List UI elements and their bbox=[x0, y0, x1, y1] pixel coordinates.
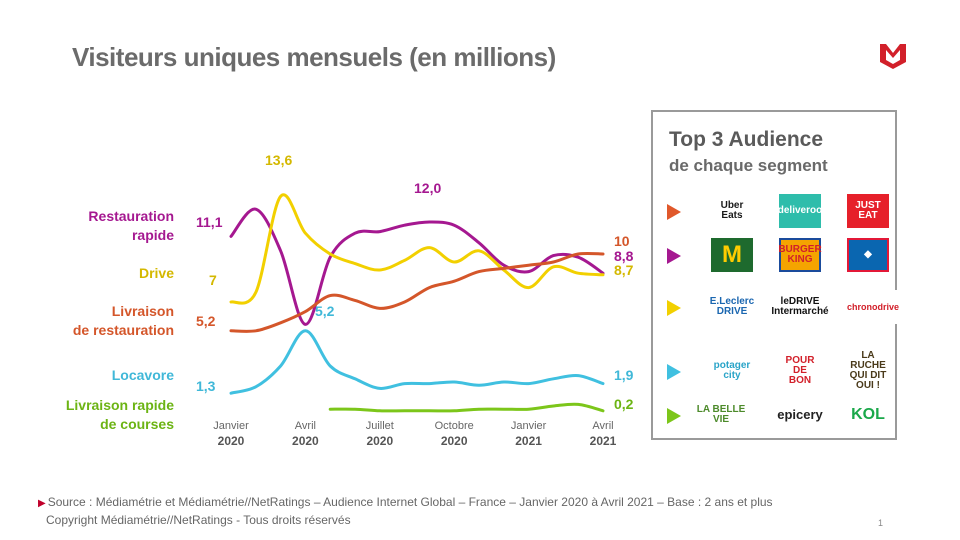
x-tick-year: 2020 bbox=[440, 434, 468, 448]
x-tick-year: 2020 bbox=[292, 434, 319, 448]
segment-triangle-icon bbox=[667, 248, 681, 264]
x-tick-year: 2020 bbox=[217, 434, 245, 448]
series-label-drive: Drive bbox=[138, 265, 174, 281]
series-line-1 bbox=[229, 193, 605, 305]
x-tick-month: Avril bbox=[592, 420, 614, 432]
segment-triangle-icon bbox=[667, 408, 681, 424]
panel-row: potager city POUR DE BON LA RUCHE QUI DIT … bbox=[667, 351, 889, 392]
brand-logo-la-ruche-qui-dit-oui: LA RUCHE QUI DIT OUI ! bbox=[847, 351, 889, 391]
brand-logo-chronodrive: chronodrive bbox=[847, 290, 899, 324]
brand-logo-burger-king: BURGER KING bbox=[778, 238, 822, 272]
brand-logo-deliveroo: deliveroo bbox=[778, 194, 822, 228]
x-tick-month: Janvier bbox=[510, 420, 547, 432]
start-value-locavore: 1,3 bbox=[196, 378, 216, 394]
x-tick-label: Avril 2021 bbox=[563, 419, 643, 449]
series-label-livraison-restauration: Livraison de restauration bbox=[72, 303, 174, 338]
x-tick-month: Avril bbox=[294, 420, 316, 432]
x-tick-month: Janvier bbox=[213, 420, 249, 432]
segment-triangle-icon bbox=[667, 204, 681, 220]
end-value-restauration-rapide: 8,8 bbox=[614, 248, 634, 264]
brand-logo-e-leclerc-drive: E.Leclerc DRIVE bbox=[710, 290, 754, 324]
brand-logo-domino-s: ◆ bbox=[847, 238, 889, 272]
panel-subtitle: de chaque segment bbox=[669, 156, 828, 175]
start-value-drive: 7 bbox=[209, 272, 217, 288]
x-tick-label: Avril 2020 bbox=[265, 419, 345, 449]
panel-row: M BURGER KING ◆ bbox=[667, 236, 889, 276]
series-line-3 bbox=[229, 329, 605, 395]
x-tick-month: Juillet bbox=[365, 420, 394, 432]
series-line-0 bbox=[229, 207, 605, 326]
x-tick-year: 2021 bbox=[515, 434, 542, 448]
end-value-locavore: 1,9 bbox=[614, 367, 634, 383]
end-value-livraison-courses: 0,2 bbox=[614, 396, 634, 412]
segment-triangle-icon bbox=[667, 364, 681, 380]
x-tick-year: 2021 bbox=[589, 434, 617, 448]
panel-title: Top 3 Audience bbox=[669, 128, 824, 151]
top3-audience-panel: Top 3 Audience de chaque segment Uber Ea… bbox=[651, 110, 899, 440]
start-value-restauration-rapide: 11,1 bbox=[196, 214, 223, 230]
segment-triangle-icon bbox=[667, 300, 681, 316]
series-label-locavore: Locavore bbox=[111, 367, 174, 383]
panel-row: Uber Eats deliveroo JUST EAT bbox=[667, 192, 889, 232]
x-tick-label: Octobre 2020 bbox=[414, 419, 494, 449]
series-line-2 bbox=[229, 251, 605, 333]
footer-source: ▶ Source : Médiamétrie et Médiamétrie//Ne… bbox=[38, 495, 773, 509]
peak-value-locavore: 5,2 bbox=[315, 303, 335, 319]
peak-value-restauration-rapide: 12,0 bbox=[414, 180, 442, 196]
panel-row: LA BELLE VIE epicery KOL bbox=[667, 396, 889, 436]
brand-logo-kol: KOL bbox=[847, 398, 889, 432]
x-tick-year: 2020 bbox=[366, 434, 394, 448]
x-tick-label: Juillet 2020 bbox=[340, 419, 420, 449]
page-number: 1 bbox=[878, 518, 884, 528]
page-title: Visiteurs uniques mensuels (en millions) bbox=[72, 42, 556, 72]
brand-logo-mcdonald-s: M bbox=[711, 238, 753, 272]
x-tick-label: Janvier 2020 bbox=[191, 419, 271, 449]
footer: ▶ Source : Médiamétrie et Médiamétrie//Ne… bbox=[38, 494, 773, 528]
mediametrie-logo-icon bbox=[880, 44, 906, 69]
brand-logo-epicery: epicery bbox=[777, 398, 823, 432]
brand-logo-pour-de-bon: POUR DE BON bbox=[779, 354, 821, 388]
x-tick-label: Janvier 2021 bbox=[489, 419, 569, 449]
panel-row: E.Leclerc DRIVE leDRIVE Intermarché chrono… bbox=[667, 288, 899, 328]
bullet-arrow-icon: ▶ bbox=[38, 498, 46, 509]
series-label-restauration-rapide: Restauration rapide bbox=[88, 208, 174, 243]
series-label-livraison-courses: Livraison rapide de courses bbox=[65, 397, 174, 432]
series-line-4 bbox=[328, 402, 605, 413]
start-value-livraison-restauration: 5,2 bbox=[196, 313, 216, 329]
footer-copyright: Copyright Médiamétrie//NetRatings - Tous… bbox=[46, 513, 351, 527]
brand-logo-uber-eats: Uber Eats bbox=[711, 194, 753, 228]
brand-logo-just-eat: JUST EAT bbox=[847, 194, 889, 228]
brand-logo-ledrive-intermarch-: leDRIVE Intermarché bbox=[771, 290, 829, 324]
end-value-livraison-restauration: 10 bbox=[614, 233, 630, 249]
brand-logo-potager-city: potager city bbox=[711, 354, 753, 388]
peak-value-drive: 13,6 bbox=[265, 152, 293, 168]
end-value-drive: 8,7 bbox=[614, 262, 634, 278]
x-tick-month: Octobre bbox=[434, 420, 474, 432]
brand-logo-la-belle-vie: LA BELLE VIE bbox=[691, 398, 751, 432]
